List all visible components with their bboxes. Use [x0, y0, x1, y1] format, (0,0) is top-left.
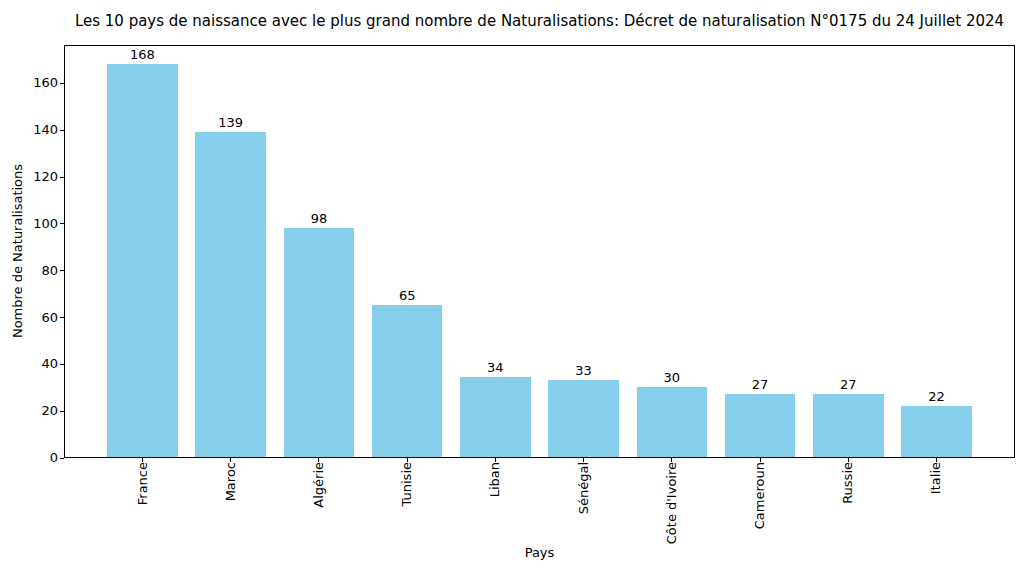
x-tick-label: Italie [928, 462, 944, 570]
y-tick-label: 120 [14, 169, 58, 185]
y-tick-mark [60, 270, 64, 271]
bar [548, 380, 619, 457]
bar-value-label: 65 [377, 288, 437, 303]
bar [901, 406, 972, 458]
bar [284, 228, 355, 457]
y-tick-mark [60, 83, 64, 84]
y-tick-label: 160 [14, 75, 58, 91]
x-tick-label: Cameroun [752, 462, 768, 570]
chart-title: Les 10 pays de naissance avec le plus gr… [64, 12, 1015, 30]
bar [195, 132, 266, 457]
bar [725, 394, 796, 457]
y-tick-mark [60, 317, 64, 318]
y-tick-label: 80 [14, 263, 58, 279]
bar [107, 64, 178, 457]
y-tick-label: 140 [14, 122, 58, 138]
bar-value-label: 30 [642, 370, 702, 385]
bar [460, 377, 531, 457]
y-tick-mark [60, 223, 64, 224]
bar-value-label: 139 [201, 115, 261, 130]
y-tick-mark [60, 364, 64, 365]
bar-value-label: 168 [113, 47, 173, 62]
x-tick-label: Russie [840, 462, 856, 570]
y-tick-mark [60, 130, 64, 131]
x-tick-label: Côte d'Ivoire [664, 462, 680, 570]
x-tick-label: France [135, 462, 151, 570]
y-tick-label: 60 [14, 310, 58, 326]
x-tick-label: Liban [487, 462, 503, 570]
bar [813, 394, 884, 457]
bar-value-label: 33 [554, 363, 614, 378]
x-axis-label: Pays [64, 545, 1015, 560]
x-tick-label: Algérie [311, 462, 327, 570]
bar-value-label: 27 [730, 377, 790, 392]
x-tick-label: Tunisie [399, 462, 415, 570]
x-tick-label: Sénégal [576, 462, 592, 570]
bar-value-label: 27 [818, 377, 878, 392]
bar-value-label: 34 [465, 360, 525, 375]
y-tick-label: 40 [14, 356, 58, 372]
y-tick-mark [60, 458, 64, 459]
y-tick-mark [60, 177, 64, 178]
y-tick-mark [60, 411, 64, 412]
plot-area: 168 139 98 65 34 33 30 27 27 22 [64, 45, 1015, 458]
bar-chart-figure: Les 10 pays de naissance avec le plus gr… [0, 0, 1024, 570]
bar-value-label: 98 [289, 211, 349, 226]
bar [637, 387, 708, 457]
bar-value-label: 22 [906, 389, 966, 404]
bar [372, 305, 443, 457]
y-tick-label: 0 [14, 450, 58, 466]
x-tick-label: Maroc [223, 462, 239, 570]
y-tick-label: 100 [14, 216, 58, 232]
y-tick-label: 20 [14, 403, 58, 419]
